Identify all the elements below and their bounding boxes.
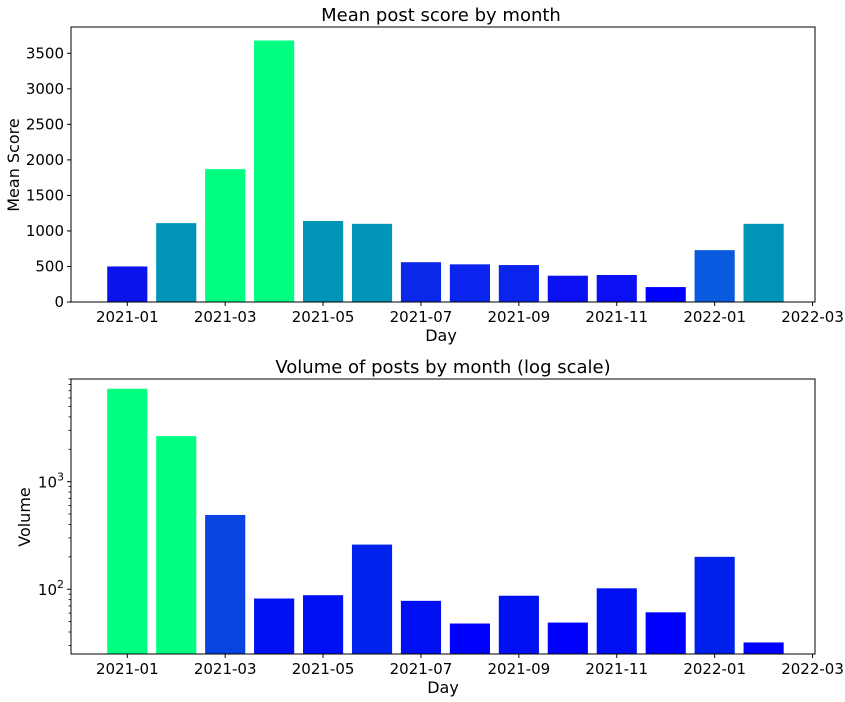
bar-2021-01	[107, 266, 148, 302]
bar-2021-03	[205, 169, 246, 302]
x-tick-label: 2021-05	[292, 660, 355, 678]
y-axis-label: Volume	[15, 487, 34, 547]
bar-2021-12	[645, 612, 686, 654]
bar-2021-06	[351, 544, 393, 654]
x-axis-label: Day	[427, 678, 459, 697]
y-tick-label: 2500	[26, 115, 64, 133]
y-tick-label: 2000	[26, 151, 64, 169]
bar-2022-01	[694, 250, 735, 302]
bar-2021-11	[596, 588, 637, 654]
y-axis-ticks: 103 102	[38, 378, 71, 646]
bar-2021-08	[449, 264, 490, 302]
x-tick-label: 2021-01	[96, 308, 159, 326]
bar-2021-10	[547, 275, 588, 302]
x-tick-label: 2021-11	[585, 308, 648, 326]
bar-2021-02	[156, 436, 197, 654]
x-tick-label: 2022-03	[781, 308, 844, 326]
x-tick-label: 2022-03	[781, 660, 844, 678]
plot-frame	[70, 378, 816, 655]
bar-2021-05	[303, 595, 344, 654]
bar-2021-07	[400, 262, 442, 302]
x-tick-label: 2021-07	[390, 660, 453, 678]
y-tick-label: 500	[35, 257, 64, 275]
x-tick-label: 2021-03	[194, 308, 257, 326]
x-tick-label: 2021-05	[292, 308, 355, 326]
bar-2021-11	[596, 275, 637, 302]
x-tick-label: 2021-01	[96, 660, 159, 678]
mean-score-subplot: Mean post score by month Day Mean Score …	[4, 5, 844, 345]
y-tick-label: 3000	[26, 80, 64, 98]
bar-2021-04	[254, 40, 295, 302]
x-tick-label: 2022-01	[683, 308, 746, 326]
x-tick-label: 2022-01	[683, 660, 746, 678]
x-tick-label: 2021-09	[488, 308, 551, 326]
y-axis-label: Mean Score	[4, 118, 23, 212]
bar-2022-02	[743, 642, 784, 654]
bar-2021-07	[400, 600, 442, 654]
bar-2021-09	[498, 595, 539, 654]
volume-subplot: Volume of posts by month (log scale) Day…	[15, 357, 844, 697]
chart-title: Volume of posts by month (log scale)	[275, 357, 610, 378]
y-tick-label: 0	[54, 293, 64, 311]
y-tick-label: 1500	[26, 186, 64, 204]
y-tick-label: 103	[38, 471, 64, 492]
bar-2021-04	[254, 598, 295, 654]
x-axis-label: Day	[425, 326, 457, 345]
x-tick-label: 2021-11	[585, 660, 648, 678]
bar-2022-02	[743, 223, 784, 302]
y-axis-ticks: 0 500 1000 1500 2000 2500 3000 3500	[26, 44, 71, 311]
y-tick-label: 3500	[26, 44, 64, 62]
x-axis-ticks: 2021-01 2021-03 2021-05 2021-07 2021-09 2021-…	[96, 654, 844, 678]
bar-2021-08	[449, 623, 490, 654]
bar-2021-06	[351, 223, 393, 302]
bar-2021-03	[205, 514, 246, 654]
bar-series	[107, 40, 784, 302]
bar-2021-09	[498, 265, 539, 302]
bar-2021-10	[547, 622, 588, 654]
bar-series	[107, 388, 784, 654]
bar-2021-12	[645, 287, 686, 302]
y-tick-label: 102	[38, 578, 64, 599]
bar-2021-05	[303, 220, 344, 302]
x-tick-label: 2021-07	[390, 308, 453, 326]
x-tick-label: 2021-09	[488, 660, 551, 678]
plot-frame	[70, 26, 816, 303]
bar-2021-01	[107, 388, 148, 654]
x-tick-label: 2021-03	[194, 660, 257, 678]
bar-2021-02	[156, 223, 197, 302]
x-axis-ticks: 2021-01 2021-03 2021-05 2021-07 2021-09 2021-…	[96, 302, 844, 326]
bar-2022-01	[694, 556, 735, 654]
y-tick-label: 1000	[26, 222, 64, 240]
chart-title: Mean post score by month	[321, 5, 561, 26]
